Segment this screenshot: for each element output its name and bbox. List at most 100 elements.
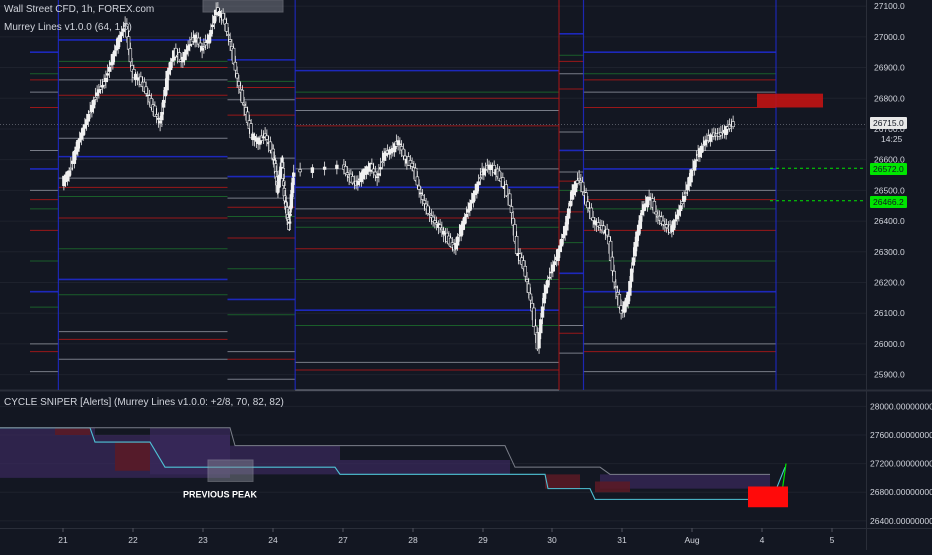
price-tick-label-12: 25900.0 [874, 370, 905, 380]
candle-body-325 [629, 268, 634, 282]
candle-body-313 [608, 240, 613, 261]
time-tick-label-10: 4 [760, 535, 765, 545]
candle-body-294 [575, 180, 580, 184]
candle-body-180 [377, 173, 381, 176]
candle-body-47 [144, 86, 148, 94]
candle-body-217 [441, 230, 446, 235]
candle-body-178 [373, 171, 378, 176]
candle-body-203 [417, 185, 421, 190]
candle-body-315 [612, 270, 616, 283]
candle-body-97 [231, 47, 236, 65]
candle-body-37 [126, 36, 131, 50]
candle-body-195 [403, 155, 407, 160]
oscillator-upper-line [0, 427, 770, 475]
candle-body-19 [95, 92, 99, 96]
candle-body-80 [202, 46, 206, 49]
oscillator-red-fill-0 [55, 427, 90, 435]
candle-body-18 [93, 96, 98, 100]
candle-body-116 [265, 135, 269, 140]
candle-body-269 [532, 307, 536, 327]
osc-tick-label-4: 26400.00000000 [870, 516, 932, 526]
candle-body-4 [69, 167, 73, 170]
candle-body-365 [699, 145, 704, 153]
candle-body-38 [128, 48, 133, 63]
candle-body-272 [537, 332, 541, 349]
candle-body-154 [291, 177, 295, 185]
candle-body-237 [476, 181, 481, 186]
candle-body-332 [642, 204, 646, 212]
previous-peak-label: PREVIOUS PEAK [183, 490, 258, 500]
price-tick-label-11: 26000.0 [874, 339, 905, 349]
oscillator-red-fill-3 [595, 481, 630, 493]
candle-body-94 [226, 34, 231, 36]
candle-body-362 [694, 159, 699, 161]
time-tick-label-2: 23 [198, 535, 208, 545]
candle-body-149 [288, 214, 292, 216]
candle-body-25 [105, 73, 110, 76]
candle-body-181 [378, 167, 383, 170]
candle-body-95 [228, 39, 232, 42]
candle-body-238 [478, 177, 483, 180]
candle-body-280 [551, 264, 555, 272]
candle-body-93 [224, 23, 229, 32]
candle-countdown: 14:25 [881, 134, 903, 144]
osc-tick-label-2: 27200.00000000 [870, 459, 932, 469]
green-level-badge-2: 26466.2 [870, 196, 907, 208]
candle-body-256 [509, 206, 514, 213]
candle-body-103 [242, 103, 246, 106]
candle-body-84 [209, 29, 213, 37]
candle-body-289 [566, 208, 571, 219]
price-tick-label-9: 26200.0 [874, 278, 905, 288]
candle-body-29 [112, 50, 117, 57]
candle-body-158 [322, 166, 327, 170]
candle-body-148 [287, 221, 292, 224]
candle-body-297 [580, 181, 585, 192]
candle-body-26 [107, 66, 112, 72]
candle-body-199 [410, 162, 414, 167]
candle-body-179 [375, 176, 379, 178]
candle-body-266 [527, 283, 531, 293]
candle-body-24 [104, 77, 108, 83]
candle-body-264 [523, 265, 527, 277]
candle-body-255 [508, 193, 512, 206]
candle-body-383 [731, 121, 735, 128]
candle-body-290 [568, 200, 573, 207]
candle-body-316 [614, 286, 618, 289]
candle-body-216 [440, 227, 444, 231]
symbol-title[interactable]: Wall Street CFD, 1h, FOREX.com [4, 4, 155, 15]
candle-body-265 [525, 279, 529, 283]
current-price-badge: 26715.0 [870, 117, 907, 129]
candle-body-353 [678, 205, 683, 212]
oscillator-line [0, 427, 786, 500]
candle-body-277 [545, 280, 550, 288]
candle-body-324 [628, 281, 632, 296]
candle-body-159 [335, 164, 339, 169]
price-tick-label-8: 26300.0 [874, 247, 905, 257]
time-tick-label-1: 22 [128, 535, 138, 545]
candle-body-78 [198, 42, 203, 47]
candle-body-147 [287, 219, 291, 230]
candle-body-338 [652, 201, 657, 214]
candle-body-326 [631, 257, 636, 266]
candle-body-53 [154, 114, 159, 117]
oscillator-title[interactable]: CYCLE SNIPER [Alerts] (Murrey Lines v1.0… [4, 397, 284, 408]
candle-body-138 [282, 180, 286, 186]
price-tick-label-2: 26900.0 [874, 63, 905, 73]
oscillator-fill-1 [150, 427, 510, 475]
time-tick-label-0: 21 [58, 535, 68, 545]
candle-body-157 [310, 167, 315, 173]
time-tick-label-3: 24 [268, 535, 278, 545]
candle-body-177 [371, 168, 376, 173]
candle-body-155 [292, 172, 296, 177]
murrey-indicator-label[interactable]: Murrey Lines v1.0.0 (64, 1.5) [4, 22, 132, 33]
oscillator-red-fill-1 [115, 442, 150, 471]
candle-body-86 [212, 15, 217, 24]
price-tick-label-0: 27100.0 [874, 1, 905, 11]
time-tick-label-6: 29 [478, 535, 488, 545]
previous-peak-box-osc [207, 459, 254, 482]
candle-body-22 [100, 85, 105, 88]
candle-body-232 [468, 202, 472, 211]
candle-body-236 [475, 183, 479, 194]
candle-body-98 [233, 61, 238, 71]
